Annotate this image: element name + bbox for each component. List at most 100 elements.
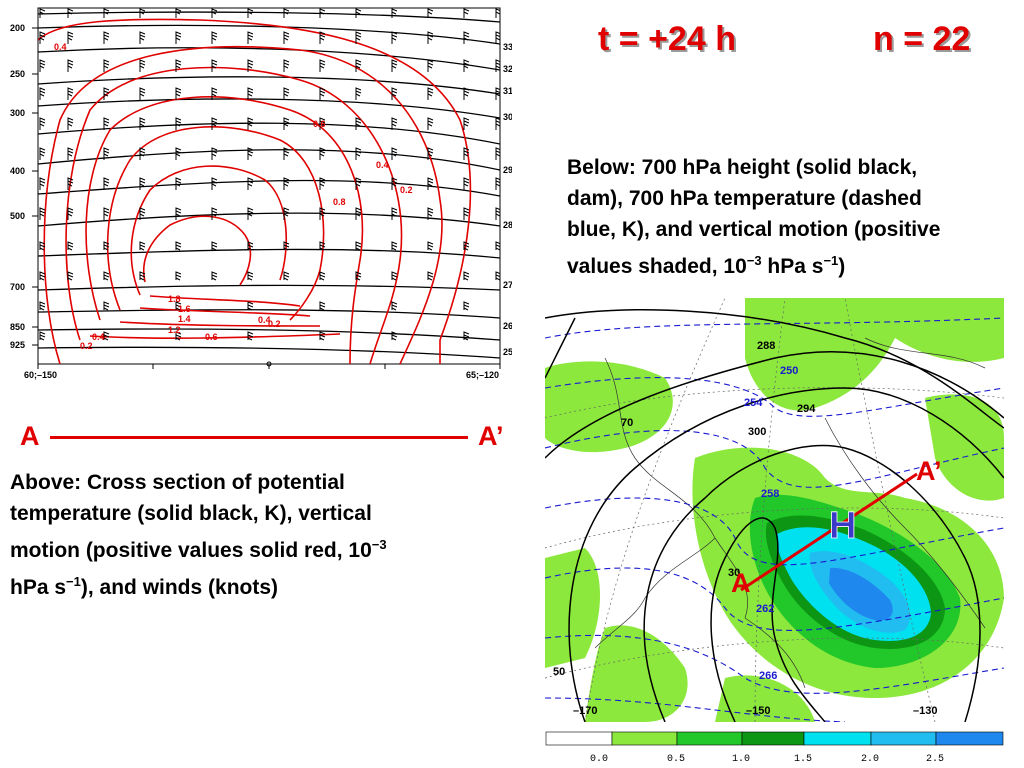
wind-barb (67, 207, 74, 220)
pressure-label: 500 (10, 211, 25, 221)
temp-label: 266 (759, 670, 777, 682)
height-labels: 288 294 300 30 (728, 340, 816, 579)
wind-barb (139, 207, 146, 220)
colorbar-tick: 2.0 (861, 754, 879, 765)
wind-barb (175, 177, 182, 190)
pressure-label: 400 (10, 166, 25, 176)
wind-barb (211, 31, 218, 44)
left-endpoint-label: 60;–150 (24, 370, 57, 380)
wind-barb (355, 59, 362, 72)
wind-barb (247, 331, 254, 341)
theta-contours (38, 11, 500, 359)
colorbar-swatch (935, 731, 1004, 746)
vv-label: 0.6 (313, 119, 326, 129)
wind-barb (391, 8, 398, 18)
wind-barb (39, 8, 46, 18)
height-label: 300 (748, 426, 766, 438)
caption-text: ) (838, 255, 846, 278)
wind-barb (391, 31, 398, 44)
wind-barb (463, 331, 470, 341)
theta-label: 265 (503, 321, 512, 331)
pressure-label: 250 (10, 69, 25, 79)
wind-barb (391, 241, 398, 251)
wind-barb (283, 207, 290, 220)
lon-label: –150 (746, 705, 770, 717)
wind-barb (319, 31, 326, 44)
grid-labels: 70 50 –170 –150 –130 (553, 417, 937, 717)
wind-barb (355, 117, 362, 130)
wind-barb (283, 271, 290, 281)
wind-barb (355, 87, 362, 100)
wind-barb (139, 31, 146, 44)
wind-barb (103, 59, 110, 72)
theta-label: 285 (503, 220, 512, 230)
theta-label: 275 (503, 280, 512, 290)
temp-label: 250 (780, 365, 798, 377)
wind-barb (319, 241, 326, 251)
wind-barb (463, 8, 470, 18)
vv-labels: 0.4 0.6 0.4 0.2 0.8 1.8 1.6 1.4 1.2 0.4 … (54, 42, 413, 351)
wind-barb (319, 117, 326, 130)
vv-label: 0.4 (92, 332, 105, 342)
theta-label: 315 (503, 86, 512, 96)
pressure-label: 925 (10, 340, 25, 350)
wind-barb (103, 241, 110, 251)
temp-label: 254 (744, 397, 763, 409)
wind-barb (211, 177, 218, 190)
wind-barb (175, 271, 182, 281)
cross-section-plot: 200 250 300 400 500 700 850 925 335 325 … (10, 7, 512, 380)
wind-barb (391, 301, 398, 311)
wind-barb (391, 59, 398, 72)
above-caption-line: motion (positive values solid red, 10−3 (10, 529, 510, 566)
wind-barb (283, 241, 290, 251)
wind-barb (67, 241, 74, 251)
wind-barb (175, 31, 182, 44)
vv-label: 1.8 (168, 294, 181, 304)
wind-barb (139, 8, 146, 18)
wind-barb (103, 301, 110, 311)
colorbar-tick: 1.5 (794, 754, 812, 765)
wind-barb (103, 8, 110, 18)
wind-barb (391, 271, 398, 281)
below-caption-line: Below: 700 hPa height (solid black, (567, 156, 918, 179)
wind-barb (39, 331, 46, 341)
wind-barb (103, 117, 110, 130)
wind-barb (355, 207, 362, 220)
wind-barb (391, 117, 398, 130)
wind-barb (427, 117, 434, 130)
wind-barb (139, 59, 146, 72)
caption-exponent: −1 (66, 574, 81, 589)
wind-barb (463, 147, 470, 160)
wind-barb (495, 31, 500, 44)
section-end-label: A’ (478, 421, 504, 451)
wind-barb (427, 8, 434, 18)
high-pressure-label: H (829, 505, 856, 547)
wind-barb (211, 117, 218, 130)
wind-barb (175, 117, 182, 130)
below-caption-line: values shaded, 10−3 hPa s−1) (567, 245, 1024, 282)
caption-text: values shaded, 10 (567, 255, 747, 278)
wind-barb (39, 117, 46, 130)
bottom-ticks (37, 364, 501, 369)
wind-barb (495, 271, 500, 281)
lat-label: 50 (553, 666, 565, 678)
temp-labels: 250 254 258 262 266 (744, 365, 798, 682)
wind-barb (319, 271, 326, 281)
wind-barb (463, 117, 470, 130)
wind-barb (175, 207, 182, 220)
wind-barb (247, 8, 254, 18)
wind-barb (463, 59, 470, 72)
vv-label: 0.2 (80, 341, 93, 351)
colorbar-swatch (741, 731, 805, 746)
vv-label: 1.4 (178, 314, 191, 324)
wind-barb (247, 177, 254, 190)
colorbar-swatch (803, 731, 872, 746)
wind-barb (283, 8, 290, 18)
wind-barb (103, 147, 110, 160)
theta-label: 295 (503, 165, 512, 175)
wind-barb (463, 87, 470, 100)
wind-barb (39, 241, 46, 251)
wind-barb (427, 59, 434, 72)
wind-barb (463, 271, 470, 281)
wind-barb (175, 147, 182, 160)
